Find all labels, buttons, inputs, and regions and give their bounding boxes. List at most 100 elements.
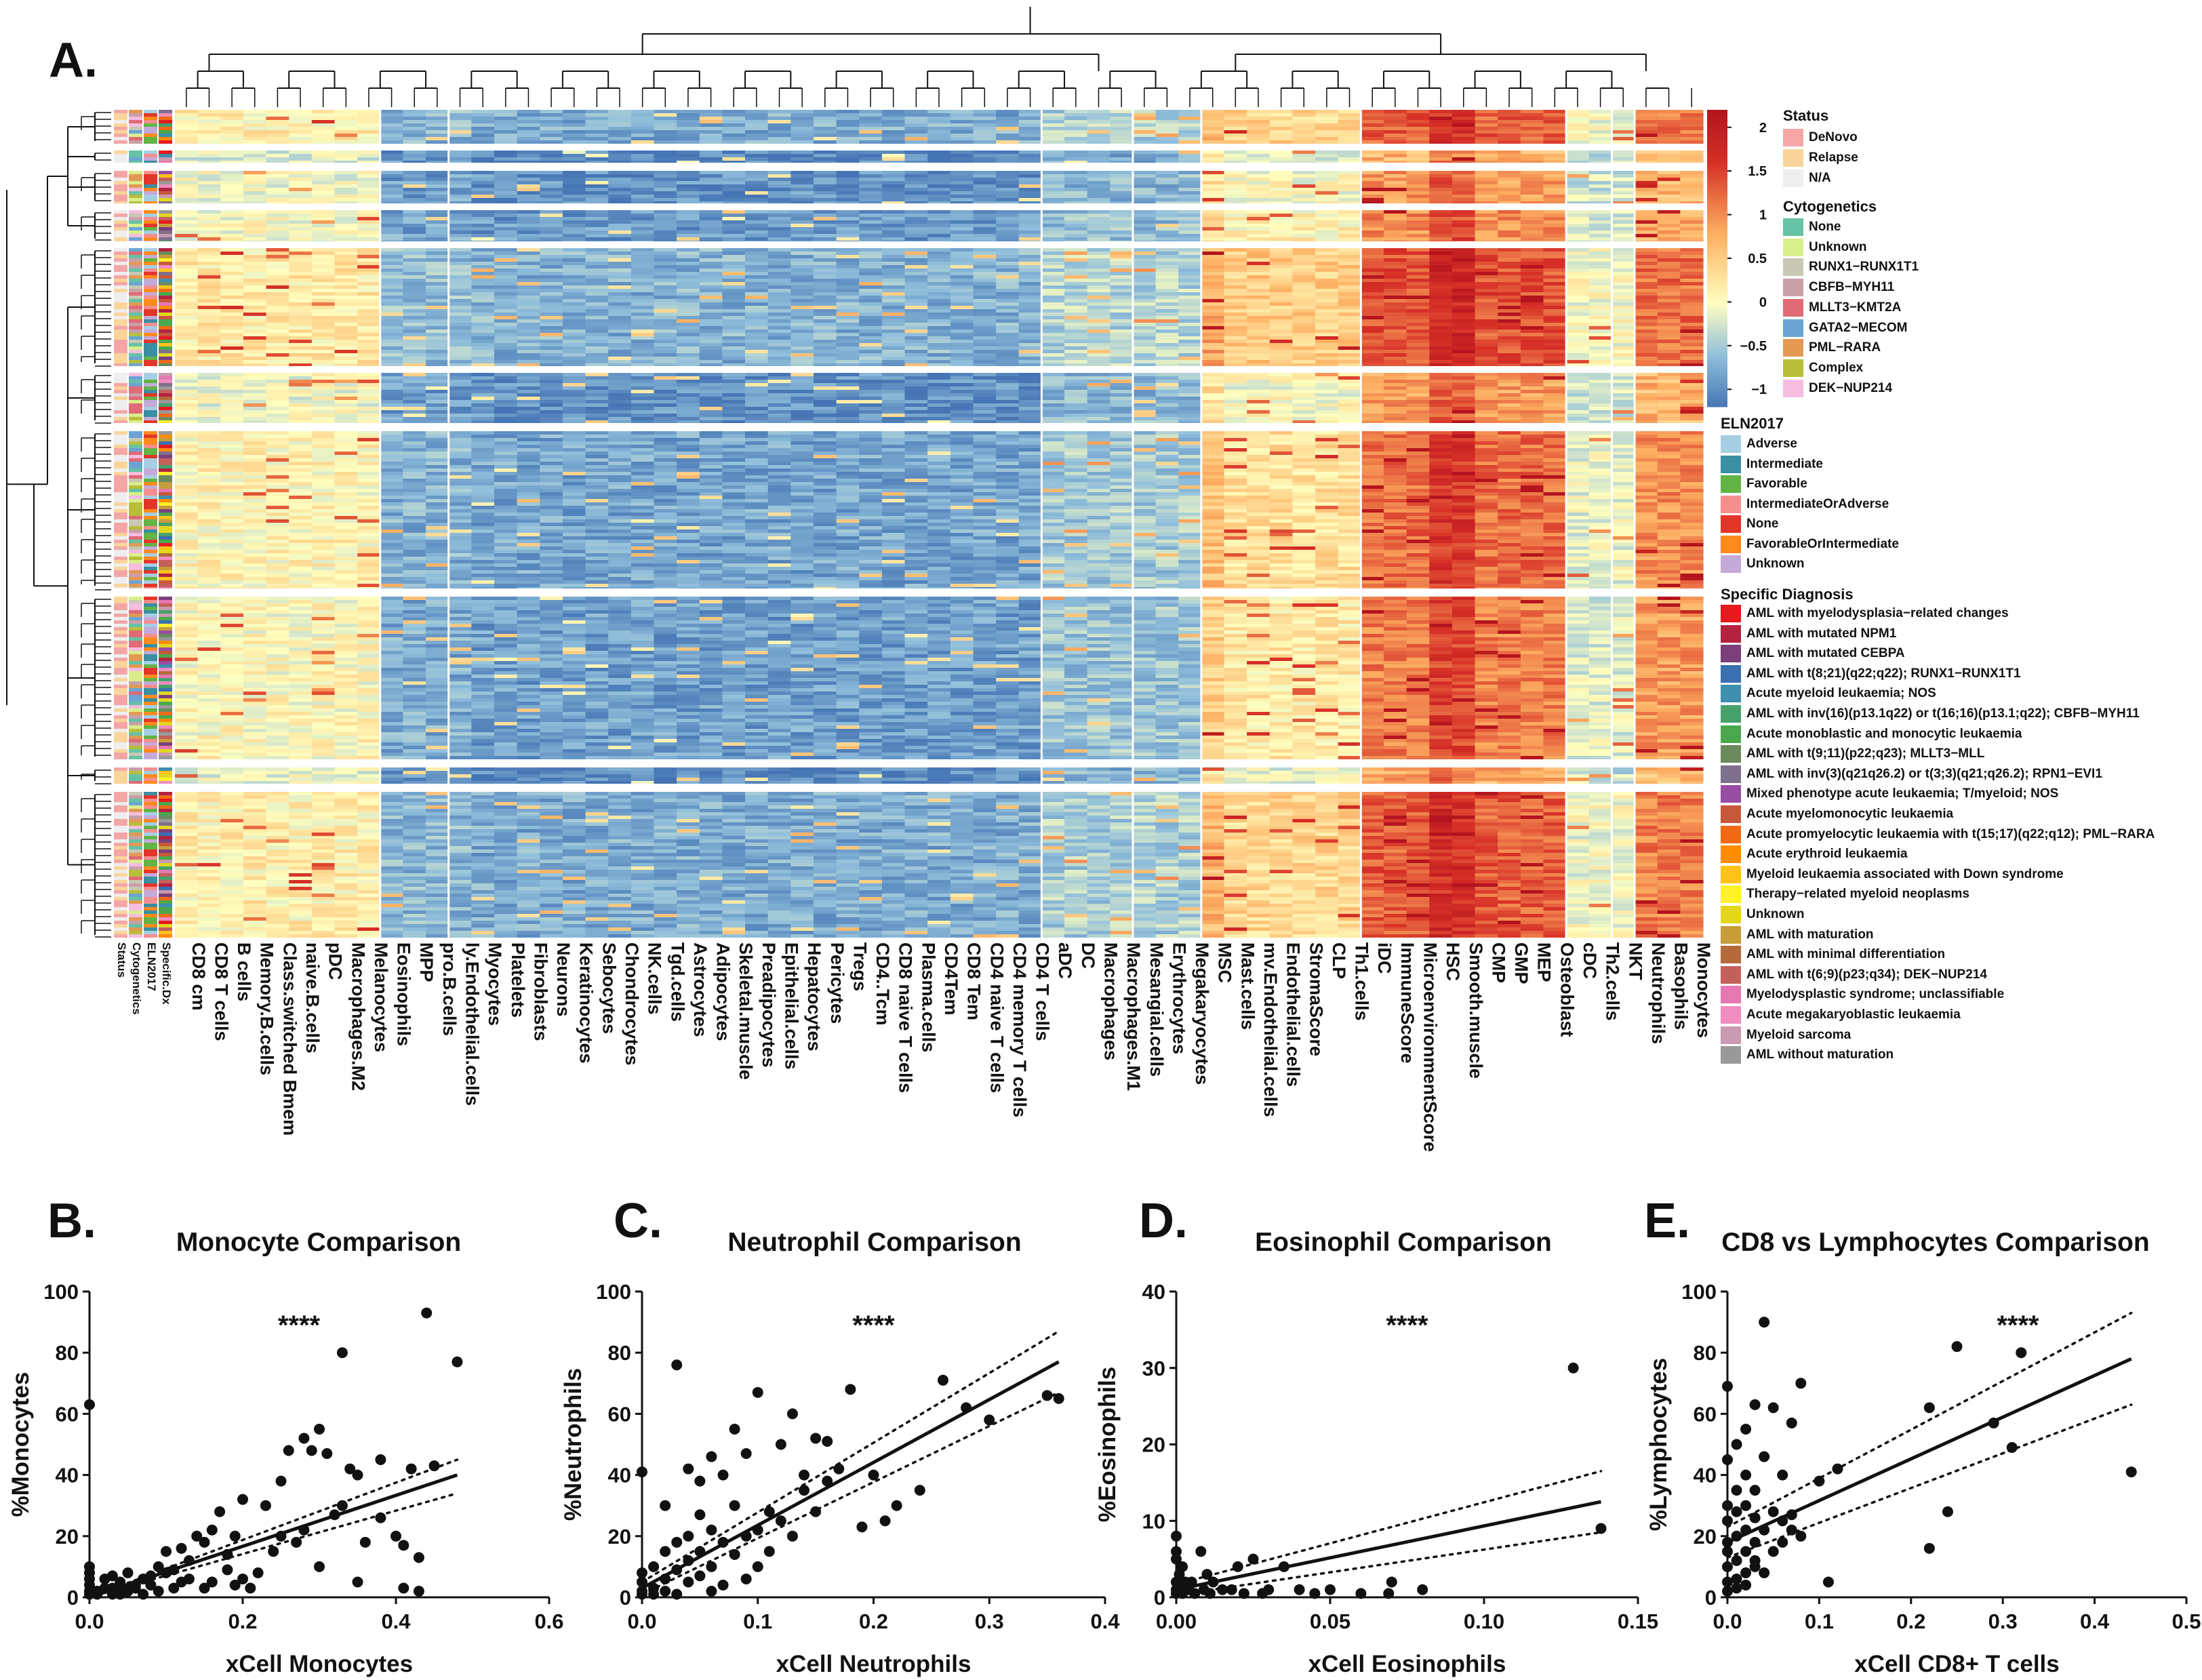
heatmap-cell [1429,224,1453,227]
heatmap-cell [1201,113,1225,117]
annotation-cell [144,292,157,296]
heatmap-cell [973,227,997,231]
heatmap-cell [608,130,632,134]
heatmap-cell [403,217,426,220]
heatmap-cell [1292,110,1316,113]
annotation-cell [114,746,127,749]
heatmap-cell [1475,231,1498,234]
heatmap-cell [289,117,313,120]
heatmap-cell [1635,198,1658,201]
annotation-cell [159,506,172,509]
annotation-cell [144,299,157,302]
heatmap-cell [1132,195,1157,198]
heatmap-cell [1338,217,1361,220]
heatmap-cell [289,201,313,203]
heatmap-cell [608,181,632,184]
heatmap-cell [1635,234,1658,237]
heatmap-cell [540,181,563,184]
heatmap-cell [585,174,609,178]
heatmap-cell [790,248,814,252]
heatmap-cell [1361,316,1384,319]
heatmap-cell [1338,313,1361,316]
heatmap-cell [1041,285,1065,289]
annotation-cell [114,661,127,664]
annotation-cell [114,407,127,410]
heatmap-cell [380,282,404,285]
heatmap-cell [243,191,267,195]
heatmap-cell [767,220,791,224]
heatmap-cell [1635,188,1658,191]
heatmap-cell [517,282,540,285]
heatmap-cell [289,252,313,255]
heatmap-cell [836,198,860,201]
panel-label-c: C. [614,1194,662,1248]
heatmap-cell [1155,134,1179,137]
annotation-cell [144,258,157,262]
heatmap-cell [1406,220,1430,224]
annotation-cell [159,231,172,234]
heatmap-cell [380,258,404,262]
heatmap-cell [1338,151,1361,154]
heatmap-cell [973,292,997,296]
heatmap-cell [608,296,632,299]
heatmap-cell [243,140,267,144]
annotation-cell [129,812,142,816]
heatmap-cell [311,120,336,123]
heatmap-cell [699,171,723,174]
heatmap-cell [790,255,814,258]
heatmap-cell [585,140,609,144]
heatmap-cell [950,174,974,178]
heatmap-cell [494,306,518,309]
heatmap-cell [494,110,518,113]
heatmap-cell [654,110,677,113]
heatmap-cell [403,255,426,258]
annotation-cell [144,809,157,812]
heatmap-cell [654,184,677,188]
heatmap-cell [1520,171,1544,174]
heatmap-cell [677,279,700,282]
heatmap-cell [1680,231,1704,234]
heatmap-cell [1178,220,1202,224]
heatmap-cell [1635,201,1658,203]
heatmap-cell [1178,217,1202,220]
heatmap-cell [562,231,586,234]
heatmap-cell [1064,262,1088,265]
heatmap-cell [881,248,906,252]
heatmap-cell [1224,120,1247,123]
heatmap-cell [175,248,199,252]
annotation-cell [129,809,142,812]
heatmap-cell [699,134,723,137]
heatmap-cell [950,282,974,285]
heatmap-cell [448,302,472,306]
heatmap-cell [722,282,746,285]
heatmap-cell [562,123,586,127]
heatmap-cell [1588,279,1613,282]
heatmap-cell [426,198,449,201]
heatmap-cell [380,191,404,195]
heatmap-cell [1498,137,1521,140]
heatmap-cell [426,292,449,296]
heatmap-cell [1041,140,1065,144]
heatmap-cell [1406,140,1430,144]
heatmap-cell [608,161,632,163]
heatmap-cell [722,191,746,195]
heatmap-cell [1132,231,1157,234]
heatmap-cell [1406,313,1430,316]
heatmap-cell [996,110,1020,113]
heatmap-cell [1269,130,1294,134]
annotation-cell [129,201,142,203]
heatmap-cell [767,231,791,234]
heatmap-cell [973,289,997,292]
annotation-cell [114,570,127,574]
annotation-cell [144,546,157,550]
heatmap-cell [403,110,426,113]
heatmap-cell [790,181,814,184]
heatmap-cell [630,214,655,217]
annotation-cell [129,475,142,479]
heatmap-cell [1178,313,1202,316]
heatmap-cell [494,285,518,289]
annotation-cell [144,234,157,237]
annotation-cell [129,123,142,127]
heatmap-cell [1110,285,1134,289]
annotation-cell [144,658,157,661]
